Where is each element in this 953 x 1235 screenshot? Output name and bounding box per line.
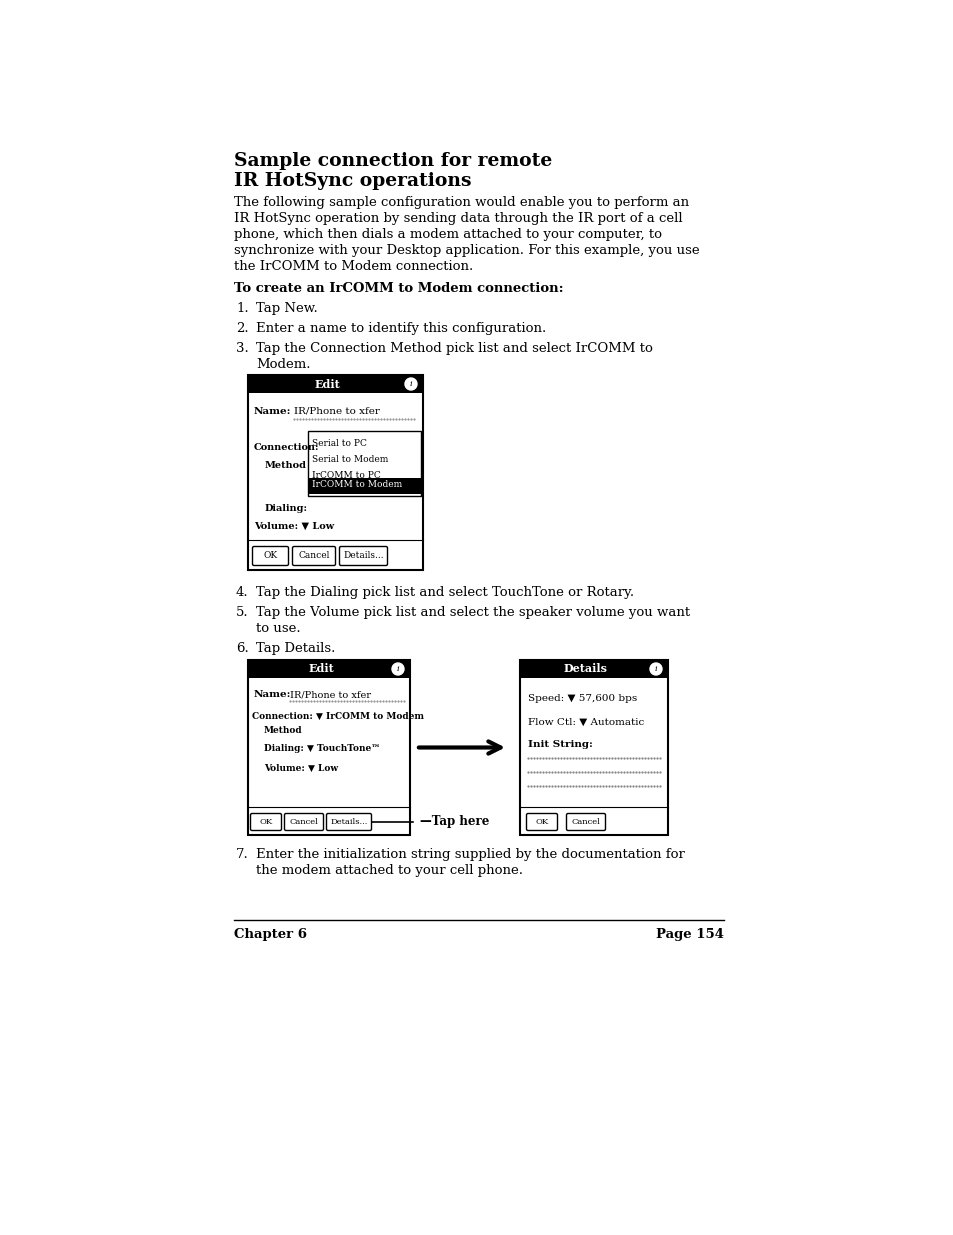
Text: IR/Phone to xfer: IR/Phone to xfer — [290, 690, 371, 699]
Text: Name:: Name: — [253, 690, 292, 699]
FancyBboxPatch shape — [284, 814, 323, 830]
Text: Serial to PC: Serial to PC — [312, 438, 367, 448]
Text: Tap the Volume pick list and select the speaker volume you want: Tap the Volume pick list and select the … — [255, 606, 689, 619]
Text: 5.: 5. — [235, 606, 249, 619]
Text: Serial to Modem: Serial to Modem — [312, 454, 388, 464]
Text: Tap Details.: Tap Details. — [255, 642, 335, 655]
Circle shape — [649, 663, 661, 676]
Text: To create an IrCOMM to Modem connection:: To create an IrCOMM to Modem connection: — [233, 282, 563, 295]
Text: 2.: 2. — [235, 322, 249, 335]
Text: Method: Method — [264, 726, 302, 735]
Bar — [519, 659, 667, 835]
Text: Edit: Edit — [308, 663, 334, 674]
Text: IrCOMM to PC: IrCOMM to PC — [312, 471, 380, 480]
Text: OK: OK — [535, 818, 548, 826]
Text: Edit: Edit — [314, 378, 340, 389]
FancyBboxPatch shape — [526, 814, 557, 830]
Text: to use.: to use. — [255, 622, 300, 635]
Text: Enter the initialization string supplied by the documentation for: Enter the initialization string supplied… — [255, 848, 684, 861]
Text: Details: Details — [563, 663, 607, 674]
Bar — [248, 659, 410, 678]
Circle shape — [392, 663, 403, 676]
FancyBboxPatch shape — [566, 814, 605, 830]
Text: Chapter 6: Chapter 6 — [233, 927, 307, 941]
Bar — [308, 478, 420, 494]
Text: the IrCOMM to Modem connection.: the IrCOMM to Modem connection. — [233, 261, 473, 273]
Bar — [248, 375, 422, 571]
Text: Tap the Dialing pick list and select TouchTone or Rotary.: Tap the Dialing pick list and select Tou… — [255, 585, 634, 599]
Text: Page 154: Page 154 — [656, 927, 723, 941]
Text: Cancel: Cancel — [290, 818, 318, 826]
FancyBboxPatch shape — [253, 547, 288, 566]
Text: Connection: ▼ IrCOMM to Modem: Connection: ▼ IrCOMM to Modem — [252, 713, 423, 721]
Text: Flow Ctl: ▼ Automatic: Flow Ctl: ▼ Automatic — [527, 718, 643, 727]
Text: Details...: Details... — [343, 552, 383, 561]
Text: synchronize with your Desktop application. For this example, you use: synchronize with your Desktop applicatio… — [233, 245, 699, 257]
Text: 4.: 4. — [235, 585, 249, 599]
Text: Volume: ▼ Low: Volume: ▼ Low — [264, 764, 337, 773]
Text: IR HotSync operations: IR HotSync operations — [233, 172, 471, 190]
Text: 6.: 6. — [235, 642, 249, 655]
FancyBboxPatch shape — [339, 547, 387, 566]
Text: OK: OK — [259, 818, 273, 826]
Text: i: i — [409, 380, 412, 388]
Text: Enter a name to identify this configuration.: Enter a name to identify this configurat… — [255, 322, 546, 335]
Bar — [248, 659, 410, 835]
Text: Dialing: ▼ TouchTone™: Dialing: ▼ TouchTone™ — [264, 743, 380, 753]
Text: The following sample configuration would enable you to perform an: The following sample configuration would… — [233, 196, 688, 209]
Text: Cancel: Cancel — [298, 552, 330, 561]
Text: 7.: 7. — [235, 848, 249, 861]
Text: OK: OK — [263, 552, 277, 561]
Text: IrCOMM to Modem: IrCOMM to Modem — [312, 480, 402, 489]
Text: Tap the Connection Method pick list and select IrCOMM to: Tap the Connection Method pick list and … — [255, 342, 652, 354]
Text: i: i — [654, 664, 657, 673]
Text: Modem.: Modem. — [255, 358, 310, 370]
Text: Tap New.: Tap New. — [255, 303, 317, 315]
FancyBboxPatch shape — [326, 814, 371, 830]
Text: phone, which then dials a modem attached to your computer, to: phone, which then dials a modem attached… — [233, 228, 661, 241]
FancyBboxPatch shape — [293, 547, 335, 566]
Text: Method: Method — [265, 461, 307, 471]
Text: IR HotSync operation by sending data through the IR port of a cell: IR HotSync operation by sending data thr… — [233, 212, 682, 225]
Text: Cancel: Cancel — [571, 818, 599, 826]
Text: Details...: Details... — [330, 818, 367, 826]
Bar — [248, 375, 422, 393]
Text: Volume: ▼ Low: Volume: ▼ Low — [253, 522, 334, 531]
Text: Name:: Name: — [253, 408, 292, 416]
Circle shape — [405, 378, 416, 390]
Text: Sample connection for remote: Sample connection for remote — [233, 152, 552, 170]
Text: Dialing:: Dialing: — [265, 504, 308, 513]
FancyBboxPatch shape — [251, 814, 281, 830]
Text: —Tap here: —Tap here — [419, 815, 489, 829]
Text: 1.: 1. — [235, 303, 249, 315]
Text: 3.: 3. — [235, 342, 249, 354]
Text: Speed: ▼ 57,600 bps: Speed: ▼ 57,600 bps — [527, 694, 637, 703]
Text: i: i — [396, 664, 399, 673]
Text: Init String:: Init String: — [527, 740, 592, 748]
Text: IR/Phone to xfer: IR/Phone to xfer — [294, 408, 379, 416]
Text: Connection:: Connection: — [253, 443, 319, 452]
Bar — [519, 659, 667, 678]
Bar — [308, 431, 420, 496]
Text: the modem attached to your cell phone.: the modem attached to your cell phone. — [255, 864, 522, 877]
